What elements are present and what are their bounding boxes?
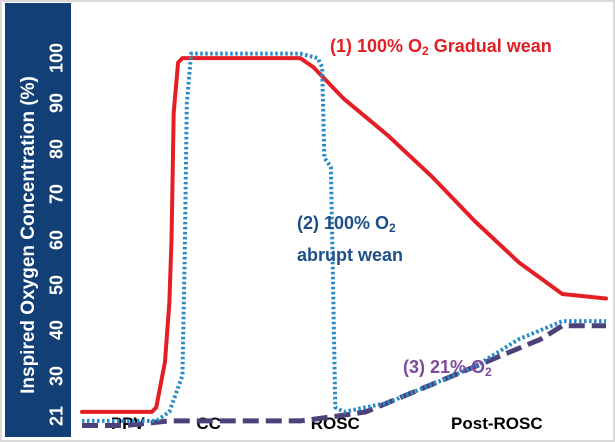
series-2-label: (2) 100% O2 abrupt wean [297,210,403,269]
series-1-label-tail: Gradual wean [428,36,552,56]
series-3-label-main: (3) 21% O [403,357,486,377]
series-line-3 [82,323,606,428]
series-3-label: (3) 21% O2 [403,357,492,379]
series-2-label-sub: 2 [389,221,396,235]
series-2-label-line2: abrupt wean [297,245,404,265]
y-axis-band [5,3,71,437]
series-line-1 [80,56,608,414]
series-2-label-main: (2) 100% O [297,213,390,233]
x-tick-label: Post-ROSC [451,414,543,433]
series-1-label-sub: 2 [422,44,429,58]
series-3-label-sub: 2 [485,365,492,379]
series-1-label-main: (1) 100% O [330,36,423,56]
series-1-label: (1) 100% O2 Gradual wean [330,36,552,58]
